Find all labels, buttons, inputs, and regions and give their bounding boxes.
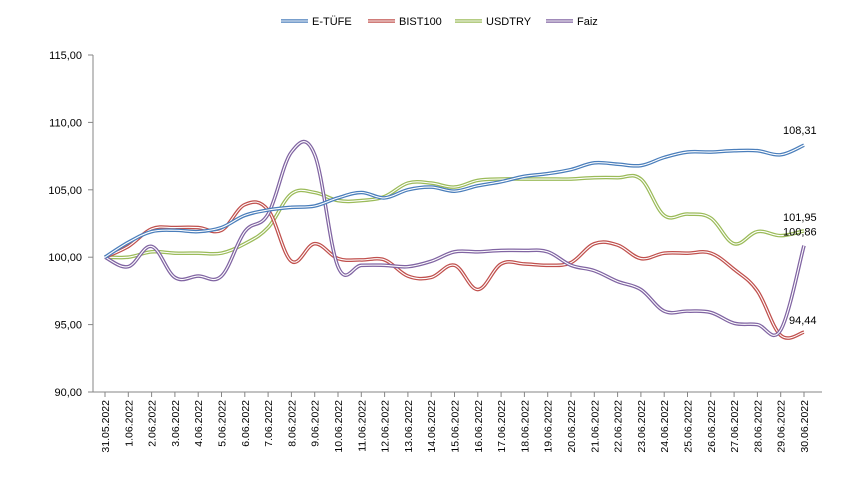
y-tick-label: 90,00 [54, 387, 82, 399]
y-tick-label: 95,00 [54, 320, 82, 332]
series-group [104, 139, 806, 340]
end-value-label: 94,44 [789, 315, 817, 327]
y-tick-label: 110,00 [49, 117, 82, 129]
legend-label-usdtry: USDTRY [486, 16, 532, 28]
x-tick-label: 30.06.2022 [799, 400, 811, 453]
x-tick-label: 2.06.2022 [147, 400, 159, 447]
x-tick-label: 20.06.2022 [566, 400, 578, 453]
x-tick-label: 4.06.2022 [193, 400, 205, 447]
x-tick-label: 11.06.2022 [356, 400, 368, 452]
series-line-inner-bist100 [104, 201, 805, 339]
x-axis: 31.05.2022 1.06.2022 2.06.2022 3.06.2022 4.0… [93, 391, 822, 453]
x-tick-label: 16.06.2022 [473, 400, 485, 453]
series-line-inner-usdtry [104, 175, 805, 259]
x-tick-label: 17.06.2022 [496, 400, 508, 453]
x-tick-label: 18.06.2022 [519, 400, 531, 453]
series-line-faiz [104, 139, 806, 338]
x-tick-label: 13.06.2022 [403, 400, 415, 453]
end-value-label: 100,86 [783, 227, 817, 239]
y-tick-label: 100,00 [48, 252, 82, 264]
legend-label-bist100: BIST100 [399, 16, 442, 28]
x-tick-label: 19.06.2022 [543, 400, 555, 453]
x-tick-label: 22.06.2022 [613, 400, 625, 453]
legend-label-faiz: Faiz [577, 16, 598, 28]
end-value-label: 108,31 [783, 125, 817, 137]
series-line-inner-faiz [104, 141, 805, 336]
x-tick-label: 6.06.2022 [240, 400, 252, 447]
series-line-e-t-fe [104, 143, 805, 259]
x-tick-label: 14.06.2022 [426, 400, 438, 453]
x-tick-label: 21.06.2022 [589, 400, 601, 453]
x-tick-label: 1.06.2022 [123, 400, 135, 447]
legend: E-TÜFE BIST100 USDTRY Faiz [281, 16, 598, 28]
data-labels: 108,31 101,95 100,86 94,44 [783, 125, 817, 327]
y-tick-label: 105,00 [48, 185, 82, 197]
series-line-inner-e-t-fe [104, 144, 805, 258]
x-tick-label: 28.06.2022 [752, 400, 764, 453]
series-line-bist100 [104, 200, 805, 340]
x-tick-label: 8.06.2022 [286, 400, 298, 447]
y-tick-label: 115,00 [49, 50, 82, 62]
series-line-usdtry [104, 173, 805, 260]
x-tick-label: 3.06.2022 [170, 400, 182, 447]
x-tick-label: 27.06.2022 [729, 400, 741, 453]
x-tick-label: 15.06.2022 [450, 400, 462, 453]
x-tick-label: 7.06.2022 [263, 400, 275, 447]
x-tick-label: 26.06.2022 [706, 400, 718, 453]
x-tick-label: 25.06.2022 [683, 400, 695, 453]
x-tick-label: 29.06.2022 [776, 400, 788, 453]
x-tick-label: 9.06.2022 [310, 400, 322, 447]
y-axis: 90,00 95,00 100,00 105,00 110,00 115,00 [48, 50, 94, 399]
x-tick-label: 23.06.2022 [636, 400, 648, 453]
end-value-label: 101,95 [783, 212, 817, 224]
legend-label-e-t-fe: E-TÜFE [312, 16, 352, 28]
x-tick-label: 5.06.2022 [217, 400, 229, 447]
x-tick-label: 10.06.2022 [333, 400, 345, 453]
x-tick-label: 24.06.2022 [659, 400, 671, 453]
x-tick-label: 31.05.2022 [100, 400, 112, 453]
x-tick-label: 12.06.2022 [380, 400, 392, 453]
